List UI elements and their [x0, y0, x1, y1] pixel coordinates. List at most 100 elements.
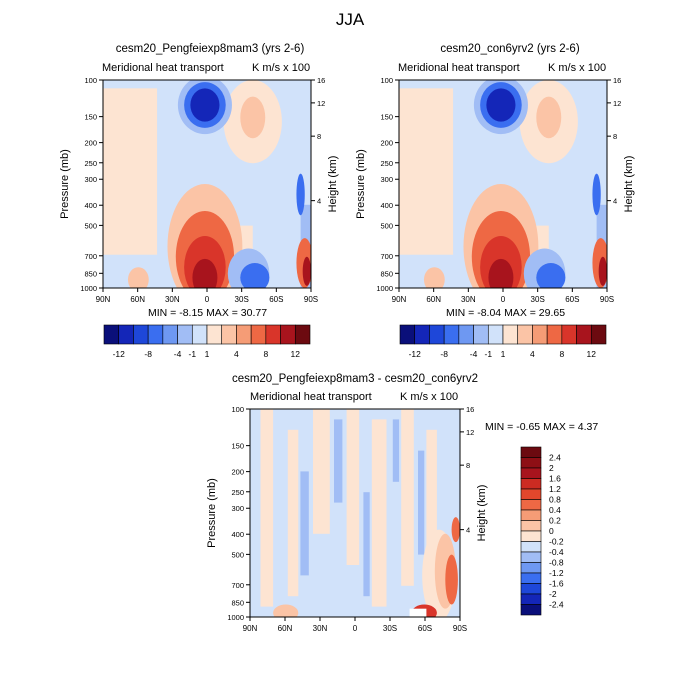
colorbar-diff-label: -1.6 [549, 579, 564, 589]
colorbar-diff-swatch [520, 488, 542, 500]
colorbar-diff-swatch [520, 572, 542, 584]
colorbar-left-label: 4 [234, 349, 239, 359]
panel2-title: cesm20_con6yrv2 (yrs 2-6) [440, 43, 580, 55]
colorbar-diff-swatch [520, 499, 542, 511]
panel1-minmax: MIN = -8.15 MAX = 30.77 [148, 307, 268, 319]
field-strip-7 [426, 429, 437, 597]
y-tick-label: 850 [84, 269, 97, 278]
colorbar-diff-label: 1.6 [549, 474, 561, 484]
y-tick-label: 200 [380, 139, 393, 148]
panel2-minmax: MIN = -8.04 MAX = 29.65 [446, 307, 566, 319]
panel3-left-label: Meridional heat transport [250, 391, 372, 403]
field-sh-edge-jet [296, 173, 305, 216]
colorbar-left-swatch [221, 324, 237, 345]
colorbar-right-swatch [561, 324, 577, 345]
y-tick-label: 100 [231, 405, 244, 414]
field-sh-warm-upper [451, 517, 460, 543]
colorbar-left-label: -12 [113, 349, 126, 359]
colorbar-left-swatch [118, 324, 134, 345]
y-tick-label: 400 [380, 201, 393, 210]
y-tick-label: 1000 [227, 613, 244, 622]
field-cool-streak-3 [363, 492, 370, 597]
x-tick-label: 60N [426, 295, 441, 304]
y-tick-label: 400 [231, 530, 244, 539]
field-sh-edge-core [302, 256, 311, 286]
y-tick-label: 500 [84, 221, 97, 230]
y-tick-label: 300 [380, 175, 393, 184]
colorbar-right-label: -12 [409, 349, 422, 359]
x-tick-label: 90N [96, 295, 111, 304]
x-tick-label: 90S [600, 295, 614, 304]
colorbar-diff-swatch [520, 604, 542, 616]
x-tick-label: 60S [565, 295, 579, 304]
y2-tick-label: 16 [317, 76, 325, 85]
field-upper-sh-core [240, 96, 266, 139]
field-upper-jet-core [190, 88, 220, 122]
y-tick-label: 100 [380, 76, 393, 85]
y-tick-label: 500 [380, 221, 393, 230]
y2-axis-label: Height (km) [476, 485, 488, 542]
colorbar-right-swatch [429, 324, 445, 345]
field-upper-sh-core [536, 96, 562, 139]
y2-tick-label: 4 [613, 197, 617, 206]
colorbar-right-swatch [590, 324, 607, 345]
x-tick-label: 30N [165, 295, 180, 304]
field-lower-warm-core [192, 258, 218, 288]
x-tick-label: 0 [353, 624, 358, 633]
colorbar-left-swatch [191, 324, 208, 345]
y-tick-label: 1000 [80, 284, 97, 293]
y-tick-label: 150 [84, 113, 97, 122]
field-nh-bottom-warm [273, 604, 299, 617]
colorbar-diff-label: -0.8 [549, 558, 564, 568]
y-axis-label: Pressure (mb) [206, 478, 218, 548]
y-tick-label: 500 [231, 550, 244, 559]
colorbar-diff-swatch [520, 562, 542, 574]
colorbar-right-label: 8 [559, 349, 564, 359]
colorbar-left-swatch [162, 324, 178, 345]
colorbar-right-swatch [487, 324, 504, 345]
colorbar-diff-swatch [520, 551, 542, 563]
colorbar-diff-label: 0.4 [549, 505, 561, 515]
y-tick-label: 700 [84, 252, 97, 261]
colorbar-diff-swatch [520, 520, 542, 532]
y-tick-label: 400 [84, 201, 97, 210]
panel1-left-label: Meridional heat transport [102, 62, 224, 74]
colorbar-diff-label: 2 [549, 463, 554, 473]
x-tick-label: 90N [243, 624, 258, 633]
y-tick-label: 250 [84, 159, 97, 168]
y2-tick-label: 8 [613, 132, 617, 141]
y2-tick-label: 16 [466, 405, 474, 414]
field-strip-6 [401, 409, 414, 586]
colorbar-left-swatch [206, 324, 223, 345]
x-tick-label: 30N [461, 295, 476, 304]
field-lower-warm-core [488, 258, 514, 288]
panel2-left-label: Meridional heat transport [398, 62, 520, 74]
field-strip-3 [313, 409, 330, 534]
colorbar-right-swatch [414, 324, 430, 345]
y-tick-label: 850 [380, 269, 393, 278]
colorbar-diff-swatch [520, 457, 542, 469]
panel1-title: cesm20_Pengfeiexp8mam3 (yrs 2-6) [115, 43, 305, 55]
colorbar-right-swatch [443, 324, 460, 345]
colorbar-left-swatch [265, 324, 281, 345]
x-tick-label: 90S [304, 295, 318, 304]
colorbar-diff-label: 0 [549, 526, 554, 536]
panel2-right-label: K m/s x 100 [548, 62, 607, 74]
colorbar-left-label: -8 [144, 349, 152, 359]
colorbar-right-label: -4 [470, 349, 478, 359]
colorbar-left-swatch [250, 324, 267, 345]
y-tick-label: 150 [231, 442, 244, 451]
colorbar-left-swatch [294, 324, 311, 345]
colorbar-left-swatch [236, 324, 252, 345]
field-lower-cool-core [536, 263, 566, 288]
colorbar-left-swatch [177, 324, 193, 345]
colorbar-diff-label: -2 [549, 589, 557, 599]
colorbar-diff-label: 0.8 [549, 495, 561, 505]
colorbar-left-label: 8 [263, 349, 268, 359]
y-tick-label: 300 [231, 504, 244, 513]
colorbar-diff-swatch [520, 541, 542, 553]
colorbar-right-swatch [399, 324, 416, 345]
colorbar-right-label: 4 [530, 349, 535, 359]
y2-tick-label: 12 [317, 99, 325, 108]
